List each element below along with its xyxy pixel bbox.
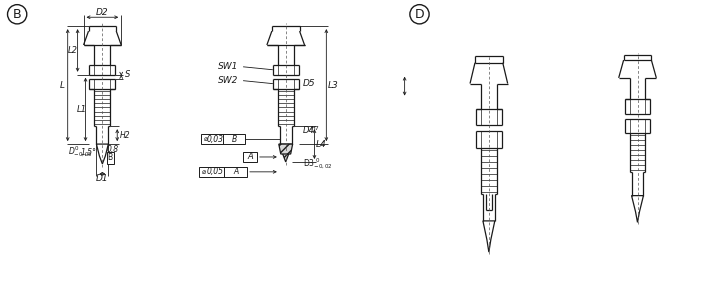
- Text: ⌀: ⌀: [201, 169, 206, 175]
- Text: L2: L2: [68, 46, 78, 55]
- Text: B: B: [232, 135, 237, 144]
- Polygon shape: [278, 144, 293, 154]
- Text: B: B: [108, 153, 113, 162]
- Text: S: S: [124, 70, 130, 79]
- Text: 1,5°: 1,5°: [81, 148, 97, 156]
- Text: D5: D5: [302, 79, 316, 88]
- Text: ⌀: ⌀: [204, 136, 208, 142]
- Text: 0,8: 0,8: [106, 144, 119, 154]
- Polygon shape: [280, 144, 292, 162]
- Text: D2: D2: [96, 8, 109, 17]
- Text: SW2: SW2: [218, 76, 238, 85]
- Text: $D^0_{-0,05}$: $D^0_{-0,05}$: [68, 145, 93, 159]
- Text: A: A: [247, 152, 253, 161]
- Text: B: B: [13, 8, 22, 21]
- Text: A: A: [233, 167, 238, 176]
- Text: L4: L4: [316, 140, 326, 148]
- Text: D4: D4: [302, 126, 315, 135]
- Text: 0,03: 0,03: [207, 135, 224, 144]
- Text: D: D: [414, 8, 425, 21]
- Text: SW1: SW1: [218, 62, 238, 71]
- Text: D3$^{\ 0}_{-0,02}$: D3$^{\ 0}_{-0,02}$: [302, 156, 332, 171]
- Text: L3: L3: [328, 81, 339, 90]
- Text: D1: D1: [96, 174, 109, 183]
- Text: 0,05: 0,05: [207, 167, 224, 176]
- Text: L: L: [60, 81, 65, 90]
- Text: H7: H7: [310, 126, 319, 131]
- Text: L1: L1: [76, 105, 87, 114]
- Text: H2: H2: [120, 131, 130, 140]
